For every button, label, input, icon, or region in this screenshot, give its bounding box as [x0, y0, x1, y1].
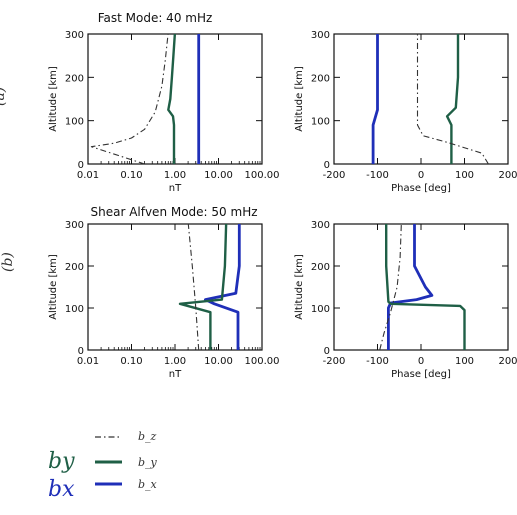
plots-group: 0.01 0.10 1.00 10.00 100.00 0 100 200 300 nT Altit…: [48, 30, 517, 380]
legend-bz-label: b_z: [138, 430, 157, 443]
plot-frame: [333, 223, 509, 351]
y-tick-label: 100: [65, 304, 84, 315]
x-axis-label: nT: [169, 369, 182, 380]
series-line-bx: [203, 224, 241, 350]
y-tick-label: 100: [65, 117, 84, 128]
x-tick-label: 100.00: [245, 170, 280, 181]
series-line-bx: [371, 34, 379, 164]
x-axis-label: nT: [169, 183, 182, 194]
series-line-bz: [416, 34, 489, 164]
series-line-by: [445, 34, 460, 164]
x-tick-label: 0.10: [120, 170, 142, 181]
series-line-bx: [386, 224, 434, 350]
series-line-by: [167, 34, 177, 164]
x-tick-label: 0: [418, 170, 424, 181]
x-tick-label: 100.00: [245, 356, 280, 367]
y-tick-label: 200: [65, 262, 84, 273]
legend-by-handwritten: by: [48, 449, 75, 474]
handwritten-label-a: (a): [0, 87, 8, 106]
x-tick-label: 0: [418, 356, 424, 367]
x-tick-label: 10.00: [204, 170, 233, 181]
plot-frame: [333, 33, 509, 165]
plot-panel-4: -200 -100 0 100 200 0 100 200 300 Phase [deg] Alti…: [294, 220, 517, 380]
x-tick-label: 0.01: [77, 170, 99, 181]
y-tick-label: 300: [65, 220, 84, 231]
legend-by-label: b_y: [138, 456, 158, 469]
x-tick-label: -200: [323, 170, 346, 181]
y-tick-label: 0: [324, 160, 330, 171]
panel-b-left-title: Shear Alfven Mode: 50 mHz: [90, 205, 257, 219]
x-tick-label: -200: [323, 356, 346, 367]
plot-panel-2: -200 -100 0 100 200 0 100 200 300 Phase [deg] Alti…: [294, 30, 517, 194]
x-axis-label: Phase [deg]: [391, 369, 451, 380]
legend-bx-handwritten: bx: [48, 477, 75, 502]
panel-a-left-title: Fast Mode: 40 mHz: [98, 11, 213, 25]
series-line-bz: [379, 224, 402, 350]
x-tick-label: 0.01: [77, 356, 99, 367]
x-tick-label: 1.00: [164, 170, 186, 181]
series-line-bz: [187, 224, 200, 350]
x-tick-label: 10.00: [204, 356, 233, 367]
y-axis-label: Altitude [km]: [294, 66, 305, 132]
x-tick-label: 0.10: [120, 356, 142, 367]
x-tick-label: -100: [366, 170, 389, 181]
legend: b_z b_y by b_x bx: [48, 430, 158, 502]
x-tick-label: 100: [455, 170, 474, 181]
y-tick-label: 100: [311, 117, 330, 128]
y-tick-label: 200: [311, 73, 330, 84]
y-tick-label: 0: [324, 346, 330, 357]
y-tick-label: 0: [78, 160, 84, 171]
x-axis-label: Phase [deg]: [391, 183, 451, 194]
series-line-by: [178, 224, 228, 350]
series-line-bz: [90, 34, 169, 164]
x-tick-label: 1.00: [164, 356, 186, 367]
y-tick-label: 300: [65, 30, 84, 41]
y-tick-label: 100: [311, 304, 330, 315]
y-tick-label: 300: [311, 220, 330, 231]
y-axis-label: Altitude [km]: [48, 66, 59, 132]
y-axis-label: Altitude [km]: [294, 254, 305, 320]
x-tick-label: 200: [498, 356, 517, 367]
y-axis-label: Altitude [km]: [48, 254, 59, 320]
x-tick-label: 100: [455, 356, 474, 367]
plot-panel-3: 0.01 0.10 1.00 10.00 100.00 0 100 200 300 nT Altit…: [48, 220, 280, 380]
legend-bx-label: b_x: [138, 478, 158, 491]
plot-panel-1: 0.01 0.10 1.00 10.00 100.00 0 100 200 300 nT Altit…: [48, 30, 280, 194]
y-tick-label: 300: [311, 30, 330, 41]
y-tick-label: 200: [311, 262, 330, 273]
handwritten-label-b: (b): [0, 252, 16, 272]
y-tick-label: 0: [78, 346, 84, 357]
x-tick-label: 200: [498, 170, 517, 181]
x-tick-label: -100: [366, 356, 389, 367]
series-line-by: [385, 224, 466, 350]
y-tick-label: 200: [65, 73, 84, 84]
